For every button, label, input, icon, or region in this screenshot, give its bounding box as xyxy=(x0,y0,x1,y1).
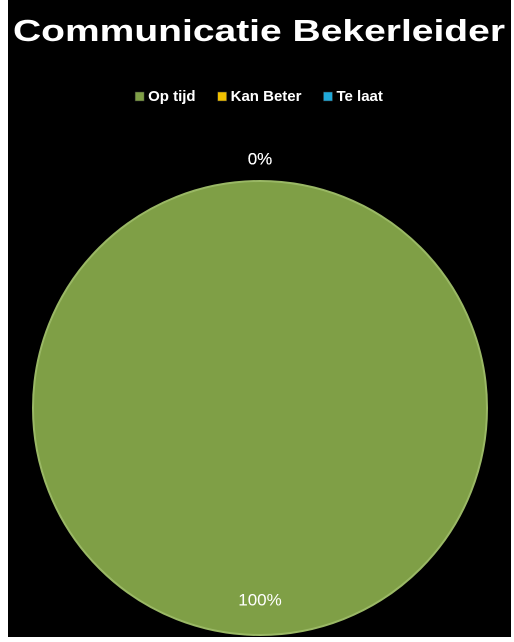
legend: Op tijd Kan Beter Te laat xyxy=(134,88,383,105)
legend-label: Op tijd xyxy=(148,88,196,105)
legend-swatch xyxy=(134,91,145,102)
chart-title: Communicatie Bekerleider xyxy=(13,13,505,48)
data-label: 100% xyxy=(238,590,281,609)
legend-swatch xyxy=(217,91,227,102)
legend-label: Kan Beter xyxy=(231,88,302,105)
legend-swatch xyxy=(323,91,333,102)
data-label: 0% xyxy=(248,149,273,168)
pie-slice xyxy=(32,180,488,636)
pie: 100%0%0% xyxy=(32,149,488,636)
legend-label: Te laat xyxy=(336,88,382,105)
data-label: 0% xyxy=(248,149,273,168)
